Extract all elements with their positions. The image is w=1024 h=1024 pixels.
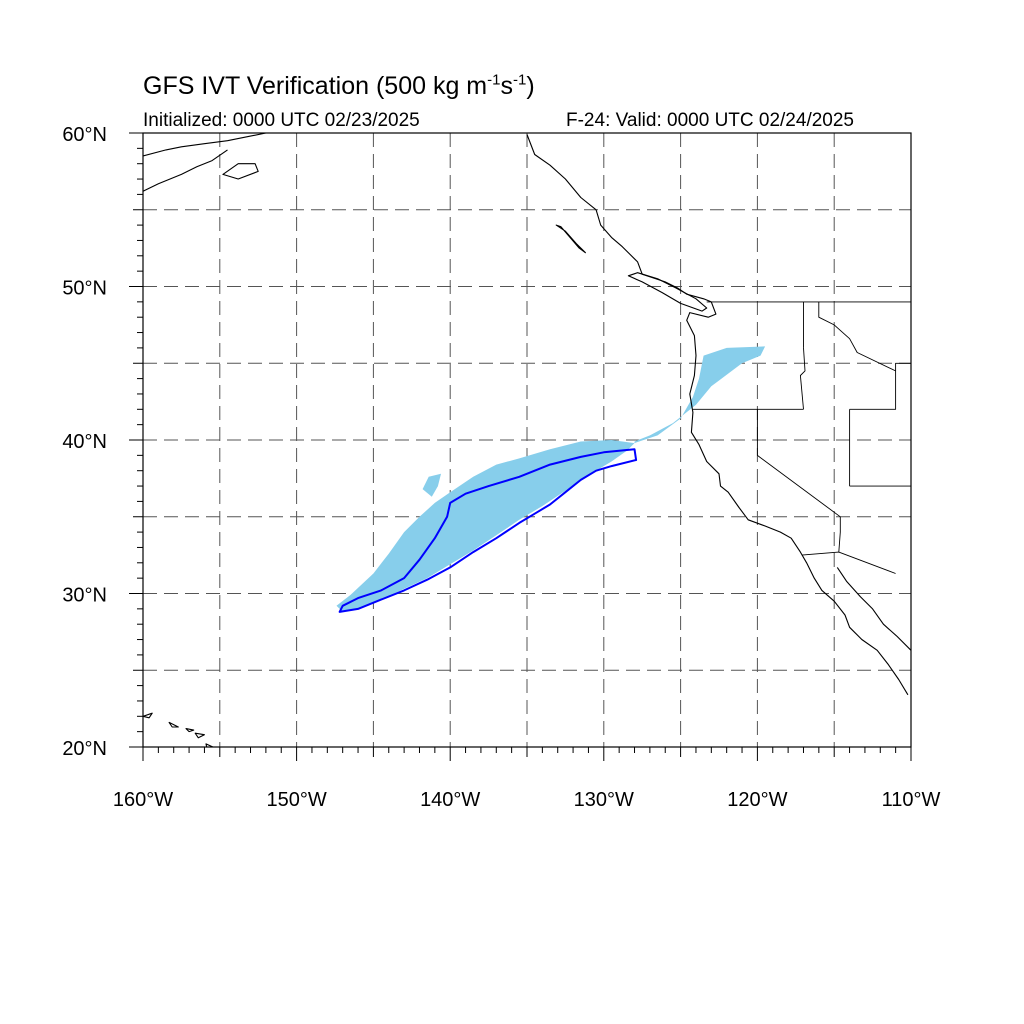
graticule <box>143 133 911 747</box>
lat-label: 20°N <box>62 738 107 760</box>
state-border <box>801 551 896 574</box>
hawaii-island <box>143 712 153 719</box>
hawaii-island <box>194 732 205 739</box>
observed-objects <box>338 448 638 613</box>
state-border <box>756 409 841 518</box>
map-title: GFS IVT Verification (500 kg m-1s-1) <box>143 72 535 101</box>
lon-label: 110°W <box>882 789 941 811</box>
observed-object-contour <box>338 448 638 613</box>
lat-label: 40°N <box>62 431 107 453</box>
lat-label: 50°N <box>62 278 107 300</box>
title-exponent: -1 <box>487 71 501 89</box>
lat-label: 30°N <box>62 585 107 607</box>
coastline <box>143 149 228 192</box>
hawaii-island <box>205 743 215 747</box>
coastline <box>836 567 911 652</box>
island-outline <box>222 163 259 180</box>
state-border <box>849 362 911 410</box>
hawaii-island <box>168 721 179 728</box>
coastline <box>143 133 267 157</box>
lon-label: 130°W <box>574 789 634 811</box>
valid-time-label: F-24: Valid: 0000 UTC 02/24/2025 <box>566 110 854 131</box>
state-border <box>838 516 841 553</box>
lon-label: 120°W <box>727 789 787 811</box>
forecast-object <box>422 473 441 497</box>
plot-frame <box>142 132 912 748</box>
state-border <box>818 301 896 372</box>
initialized-label: Initialized: 0000 UTC 02/23/2025 <box>143 110 420 131</box>
title-exponent: -1 <box>512 71 527 89</box>
axis-labels: 160°W 150°W 140°W 130°W 120°W 110°W 20°N 30°N 40… <box>62 124 940 811</box>
state-border <box>799 347 806 410</box>
forecast-objects <box>336 346 766 612</box>
lon-label: 150°W <box>266 789 326 811</box>
title-text-end: ) <box>526 72 535 100</box>
lon-label: 160°W <box>113 789 173 811</box>
lon-label: 140°W <box>420 789 480 811</box>
lat-label: 60°N <box>62 124 107 146</box>
geography-lines <box>143 133 911 747</box>
island-outline <box>627 272 708 312</box>
forecast-object <box>634 346 766 444</box>
forecast-object <box>336 440 635 612</box>
axis-ticks <box>129 132 912 761</box>
title-text: GFS IVT Verification (500 kg m <box>143 72 488 100</box>
coastline <box>526 134 909 696</box>
island-outline <box>555 224 586 254</box>
title-text-unit: s <box>500 72 513 100</box>
hawaii-island <box>185 728 195 733</box>
